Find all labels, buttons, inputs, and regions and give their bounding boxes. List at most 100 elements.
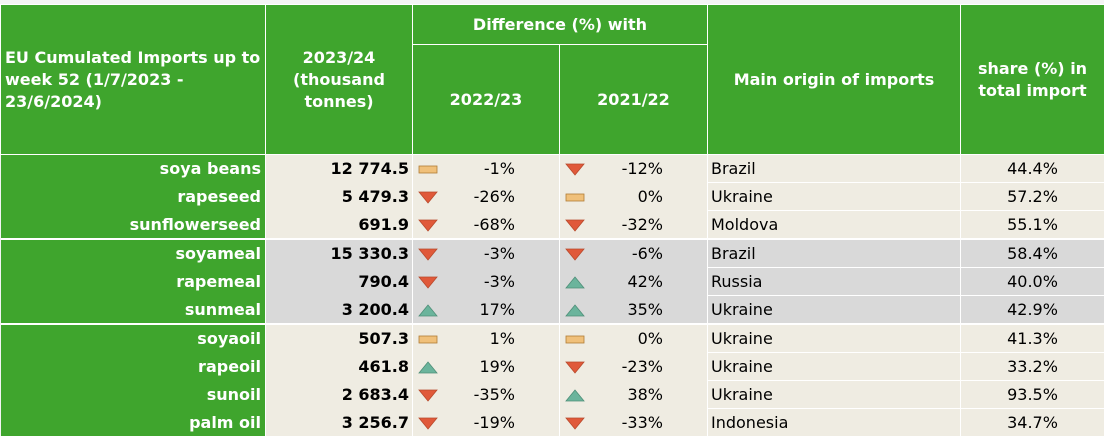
diff-prev1: -3%	[413, 268, 560, 296]
trend-flat-icon	[417, 162, 439, 176]
diff-prev2: 0%	[560, 324, 708, 353]
diff-prev2: 38%	[560, 381, 708, 409]
diff-prev1: -3%	[413, 239, 560, 268]
header-origin: Main origin of imports	[708, 5, 961, 155]
diff-prev1: -26%	[413, 183, 560, 211]
header-title: EU Cumulated Imports up to week 52 (1/7/…	[1, 5, 266, 155]
share-value: 40.0%	[961, 268, 1104, 296]
trend-down-icon	[564, 218, 586, 232]
header-share: share (%) in total import	[961, 5, 1104, 155]
diff-prev1-value: -35%	[474, 385, 515, 404]
product-name: rapemeal	[1, 268, 266, 296]
diff-prev2: 35%	[560, 296, 708, 325]
import-volume: 790.4	[266, 268, 413, 296]
diff-prev2: -12%	[560, 155, 708, 183]
product-name: soyameal	[1, 239, 266, 268]
trend-up-icon	[417, 303, 439, 317]
diff-prev2: -6%	[560, 239, 708, 268]
trend-down-icon	[417, 190, 439, 204]
imports-table: EU Cumulated Imports up to week 52 (1/7/…	[0, 4, 1104, 436]
main-origin: Brazil	[708, 155, 961, 183]
import-volume: 15 330.3	[266, 239, 413, 268]
share-value: 34.7%	[961, 409, 1104, 436]
diff-prev1: -1%	[413, 155, 560, 183]
product-name: soya beans	[1, 155, 266, 183]
table-row: rapeoil 461.8 19% -23% Ukraine 33.2%	[1, 353, 1104, 381]
diff-prev2: 0%	[560, 183, 708, 211]
share-value: 41.3%	[961, 324, 1104, 353]
diff-prev2-value: 0%	[638, 329, 663, 348]
table-row: soyaoil 507.3 1% 0% Ukraine 41.3%	[1, 324, 1104, 353]
trend-flat-icon	[417, 332, 439, 346]
trend-down-icon	[564, 416, 586, 430]
diff-prev1: -19%	[413, 409, 560, 436]
diff-prev1-value: 17%	[479, 300, 515, 319]
main-origin: Ukraine	[708, 296, 961, 325]
share-value: 57.2%	[961, 183, 1104, 211]
share-value: 93.5%	[961, 381, 1104, 409]
import-volume: 691.9	[266, 211, 413, 240]
table-row: soyameal 15 330.3 -3% -6% Brazil 58.4%	[1, 239, 1104, 268]
diff-prev1: -68%	[413, 211, 560, 240]
main-origin: Ukraine	[708, 324, 961, 353]
diff-prev2: -23%	[560, 353, 708, 381]
diff-prev1: 19%	[413, 353, 560, 381]
main-origin: Indonesia	[708, 409, 961, 436]
trend-flat-icon	[564, 190, 586, 204]
import-volume: 461.8	[266, 353, 413, 381]
share-value: 44.4%	[961, 155, 1104, 183]
diff-prev2-value: -12%	[622, 159, 663, 178]
product-name: sunmeal	[1, 296, 266, 325]
product-name: palm oil	[1, 409, 266, 436]
share-value: 33.2%	[961, 353, 1104, 381]
trend-down-icon	[417, 388, 439, 402]
diff-prev1-value: -26%	[474, 187, 515, 206]
trend-up-icon	[417, 360, 439, 374]
trend-down-icon	[417, 275, 439, 289]
diff-prev1: 1%	[413, 324, 560, 353]
header-prev2: 2021/22	[560, 45, 708, 155]
share-value: 55.1%	[961, 211, 1104, 240]
diff-prev1-value: -1%	[484, 159, 515, 178]
share-value: 42.9%	[961, 296, 1104, 325]
header-prev1: 2022/23	[413, 45, 560, 155]
diff-prev1-value: 19%	[479, 357, 515, 376]
product-name: rapeseed	[1, 183, 266, 211]
trend-down-icon	[417, 218, 439, 232]
import-volume: 3 256.7	[266, 409, 413, 436]
header-difference: Difference (%) with	[413, 5, 708, 45]
diff-prev2-value: 0%	[638, 187, 663, 206]
table-row: soya beans 12 774.5 -1% -12% Brazil 44.4…	[1, 155, 1104, 183]
share-value: 58.4%	[961, 239, 1104, 268]
table-row: palm oil 3 256.7 -19% -33% Indonesia 34.…	[1, 409, 1104, 436]
trend-down-icon	[564, 247, 586, 261]
import-volume: 5 479.3	[266, 183, 413, 211]
table-row: rapemeal 790.4 -3% 42% Russia 40.0%	[1, 268, 1104, 296]
product-name: sunflowerseed	[1, 211, 266, 240]
diff-prev2-value: -23%	[622, 357, 663, 376]
header-volume: 2023/24 (thousand tonnes)	[266, 5, 413, 155]
import-volume: 3 200.4	[266, 296, 413, 325]
import-volume: 507.3	[266, 324, 413, 353]
diff-prev1-value: -3%	[484, 272, 515, 291]
trend-down-icon	[564, 360, 586, 374]
diff-prev2: -33%	[560, 409, 708, 436]
import-volume: 2 683.4	[266, 381, 413, 409]
diff-prev2-value: -6%	[632, 244, 663, 263]
diff-prev2: -32%	[560, 211, 708, 240]
trend-down-icon	[417, 247, 439, 261]
main-origin: Moldova	[708, 211, 961, 240]
diff-prev2-value: -33%	[622, 413, 663, 432]
diff-prev2-value: 42%	[627, 272, 663, 291]
product-name: soyaoil	[1, 324, 266, 353]
diff-prev2: 42%	[560, 268, 708, 296]
trend-flat-icon	[564, 332, 586, 346]
trend-up-icon	[564, 275, 586, 289]
main-origin: Ukraine	[708, 381, 961, 409]
table-row: sunflowerseed 691.9 -68% -32% Moldova 55…	[1, 211, 1104, 240]
table-row: sunmeal 3 200.4 17% 35% Ukraine 42.9%	[1, 296, 1104, 325]
diff-prev2-value: -32%	[622, 215, 663, 234]
trend-up-icon	[564, 388, 586, 402]
main-origin: Ukraine	[708, 353, 961, 381]
diff-prev2-value: 35%	[627, 300, 663, 319]
